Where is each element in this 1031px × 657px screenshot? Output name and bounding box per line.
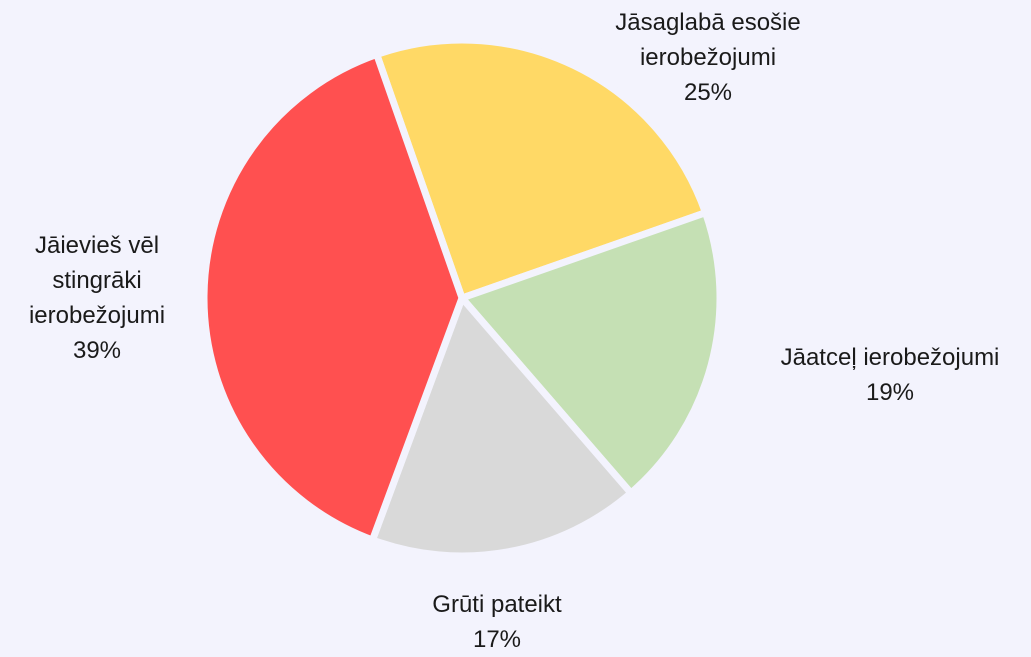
value-label: 19% [865, 379, 915, 406]
pie-slice [373, 36, 710, 302]
slice-label: Grūti pateikt 17% [367, 587, 627, 657]
value-label: 39% [72, 337, 122, 364]
value-label: 17% [472, 626, 522, 653]
slice-label: Jāatceļ ierobežojumi 19% [740, 340, 1031, 410]
pie-slice [458, 209, 724, 497]
category-label: Jāsaglabā esošie ierobežojumi [615, 9, 801, 71]
slice-label: Jāievieš vēl stingrāki ierobežojumi 39% [7, 228, 187, 368]
pie-slice [200, 50, 466, 544]
category-label: Jāatceļ ierobežojumi [780, 344, 1000, 371]
slice-label: Jāsaglabā esošie ierobežojumi 25% [593, 5, 823, 110]
category-label: Grūti pateikt [432, 591, 562, 618]
category-label: Jāievieš vēl stingrāki ierobežojumi [28, 232, 166, 329]
value-label: 25% [683, 79, 733, 106]
pie-slice [368, 294, 635, 560]
